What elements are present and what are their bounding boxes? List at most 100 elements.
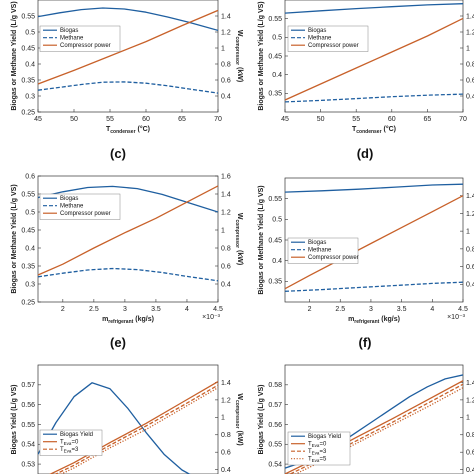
x-axis-label-sub: condenser xyxy=(356,129,381,135)
series-group xyxy=(285,183,463,292)
legend-entry: Compressor power xyxy=(60,211,111,217)
plot-frame xyxy=(37,364,219,474)
y-tick-label: 0.55 xyxy=(21,13,35,20)
legend-entry-main: T xyxy=(60,440,64,446)
x-tick-label: 50 xyxy=(317,116,325,123)
series-line-unlabeled-3 xyxy=(59,387,218,474)
legend-box xyxy=(39,25,121,52)
y-tick-label: 0.45 xyxy=(21,45,35,52)
y2-axis-label-main: W xyxy=(236,393,243,400)
x-tick-label: 45 xyxy=(281,116,289,123)
legend-entry: Biogas xyxy=(60,196,78,202)
legend-entry: TEva=3 xyxy=(308,449,327,456)
y2-tick-label: 1.2 xyxy=(221,397,231,404)
legend-entry: TEva=3 xyxy=(60,447,79,454)
legend-entry: Compressor power xyxy=(308,43,359,49)
x-axis-label-sub: condenser xyxy=(110,129,135,135)
y-tick-label: 0.5 xyxy=(272,35,282,42)
y2-tick-label: 1.4 xyxy=(221,191,231,198)
legend-entry-main: T xyxy=(308,449,312,455)
y-axis-label: Biogas or Methane Yield (L/g VS) xyxy=(11,1,18,110)
y2-tick-label: 1.2 xyxy=(466,29,474,36)
legend-entry: TEva=5 xyxy=(308,457,327,464)
y-tick-label: 0.5 xyxy=(25,209,35,216)
series-line-methane xyxy=(38,81,218,94)
series-line-t-eva-3 xyxy=(54,384,218,474)
series-line-biogas-yield xyxy=(38,382,191,474)
x-axis-label-suffix: (°C) xyxy=(136,125,150,133)
y-axis-label: Biogas or Methane Yield (L/g VS) xyxy=(258,1,265,110)
x-tick-label: 2 xyxy=(308,306,312,313)
y2-tick-label: 1.2 xyxy=(221,29,231,36)
y-tick-label: 0.3 xyxy=(25,281,35,288)
y-tick-label: 0.45 xyxy=(268,237,282,244)
y2-axis-label-main: W xyxy=(236,213,243,220)
y2-tick-label: 1 xyxy=(221,227,225,234)
legend-entry-sub: Eva xyxy=(64,449,72,454)
x-axis-label: Tcondenser (°C) xyxy=(352,125,396,135)
x-tick-label: 55 xyxy=(352,116,360,123)
y2-tick-label: 0.4 xyxy=(221,93,231,100)
legend-entry: Biogas xyxy=(308,28,326,34)
x-axis-label-main: m xyxy=(102,316,108,323)
legend-entry-tail: =0 xyxy=(71,440,79,446)
y-tick-label: 0.55 xyxy=(21,422,35,429)
x-tick-label: 55 xyxy=(106,116,114,123)
y2-tick-label: 0.6 xyxy=(221,263,231,270)
y2-tick-label: 1.2 xyxy=(466,397,474,404)
legend-entry: Compressor power xyxy=(60,43,111,49)
y2-tick-label: 0.4 xyxy=(221,467,231,474)
legend-entry: Compressor power xyxy=(308,255,359,261)
x-tick-label: 60 xyxy=(388,116,396,123)
y2-tick-label: 1.4 xyxy=(221,380,231,387)
y2-tick-label: 1.4 xyxy=(466,13,474,20)
x-tick-label: 70 xyxy=(214,116,222,123)
y-tick-label: 0.55 xyxy=(268,16,282,23)
y2-axis-label-sub: compressor xyxy=(234,219,240,248)
y2-axis-label: Wcompressor (kW) xyxy=(234,30,243,82)
y-tick-label: 0.4 xyxy=(25,245,35,252)
y-tick-label: 0.54 xyxy=(268,461,282,468)
y-tick-label: 0.35 xyxy=(21,263,35,270)
series-line-biogas xyxy=(285,183,463,193)
series-line-compressor-power xyxy=(38,185,218,276)
series-line-methane xyxy=(285,281,463,292)
x-tick-label: 65 xyxy=(424,116,432,123)
y-tick-label: 0.56 xyxy=(21,402,35,409)
legend-entry-main: Biogas Yield xyxy=(60,432,93,438)
y2-axis-label-suffix: (kW) xyxy=(236,248,243,265)
y2-axis-label-sub: compressor xyxy=(234,36,240,65)
chart-middle-left: 0.25 0.3 0.35 0.4 0.45 0.5 0.55 0.6 0.4 0.6 0.8 1 1.… xyxy=(11,173,243,325)
series-line-methane xyxy=(285,93,463,103)
y2-tick-label: 0.4 xyxy=(221,281,231,288)
chart-bottom-left: 0.53 0.54 0.55 0.56 0.57 0.4 0.6 0.8 1 1.2 1.4 Biog… xyxy=(11,364,243,474)
y2-tick-label: 0.8 xyxy=(466,432,474,439)
legend-entry-sub: Eva xyxy=(312,458,320,463)
legend-entry-tail: =5 xyxy=(319,457,327,463)
series-line-compressor-power xyxy=(285,17,463,101)
x-tick-label: 3 xyxy=(123,306,127,313)
x-axis-label: Tcondenser (°C) xyxy=(106,125,150,135)
legend-box xyxy=(287,431,351,466)
y2-tick-label: 0.6 xyxy=(221,77,231,84)
y-tick-label: 0.35 xyxy=(268,279,282,286)
y2-axis-label: Wcompressor (kW) xyxy=(234,393,243,445)
y-axis-label: Biogas Yield (L/g VS) xyxy=(11,384,18,454)
y2-axis-label: Wcompressor (kW) xyxy=(234,213,243,265)
series-line-biogas xyxy=(38,7,218,32)
x-axis-label-main: T xyxy=(106,126,111,133)
x-axis-label: mrefrigerant (kg/s) xyxy=(348,316,400,325)
y-axis-label: Biogas or Methane Yield (L/g VS) xyxy=(258,185,265,294)
y-tick-label: 0.4 xyxy=(272,72,282,79)
x-tick-label: 4 xyxy=(430,306,434,313)
x-axis-label-sub: refrigerant xyxy=(108,319,133,325)
y-tick-label: 0.58 xyxy=(268,382,282,389)
y-tick-label: 0.56 xyxy=(268,422,282,429)
y2-tick-label: 0.8 xyxy=(466,246,474,253)
y-tick-label: 0.4 xyxy=(25,61,35,68)
x-tick-label: 2 xyxy=(61,306,65,313)
x-tick-label: 4.5 xyxy=(213,306,223,313)
y2-axis-label-suffix: (kW) xyxy=(236,65,243,82)
y-axis-label: Biogas Yield (L/g VS) xyxy=(258,384,265,454)
